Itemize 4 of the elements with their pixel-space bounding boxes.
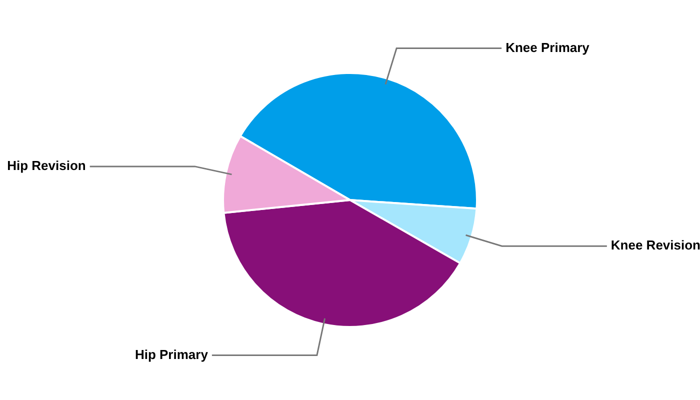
- slice-label: Hip Revision: [7, 158, 86, 174]
- slice-label: Hip Primary: [134, 346, 209, 362]
- slice-label: Knee Revision: [610, 238, 700, 253]
- slice-label: Knee Primary: [506, 40, 590, 55]
